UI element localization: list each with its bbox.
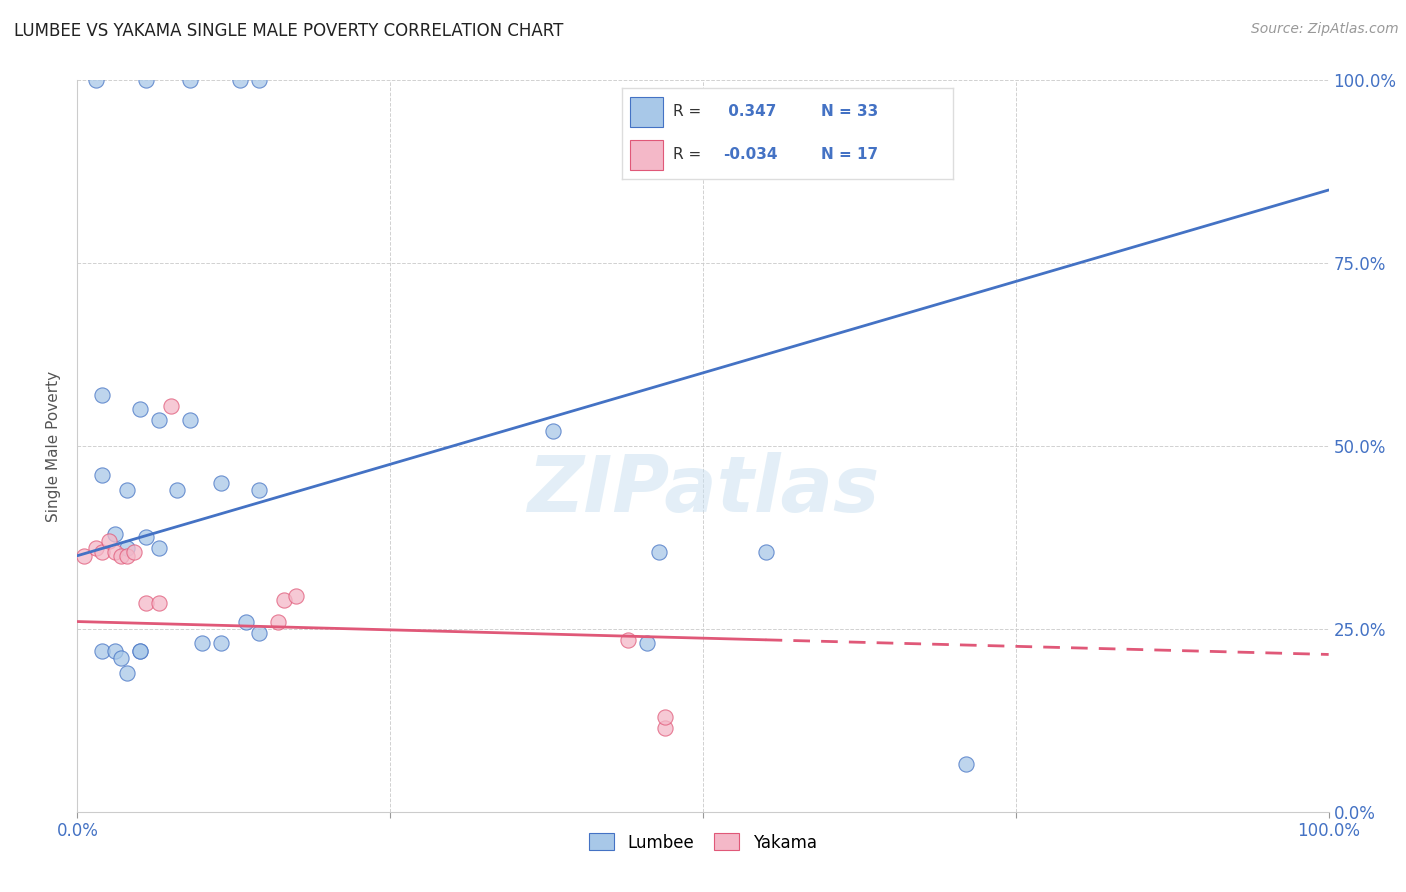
Point: [91, 388, 114, 402]
Point: [247, 625, 270, 640]
Point: [117, 483, 139, 497]
Point: [160, 399, 183, 413]
Point: [110, 549, 132, 563]
Point: [84, 73, 107, 87]
Point: [654, 721, 676, 735]
Point: [129, 402, 152, 417]
Point: [636, 636, 658, 650]
Point: [91, 468, 114, 483]
Point: [209, 475, 232, 490]
Point: [617, 632, 640, 647]
Point: [91, 545, 114, 559]
Point: [122, 545, 145, 559]
Point: [266, 615, 288, 629]
Point: [191, 636, 214, 650]
Point: [135, 530, 157, 544]
Point: [247, 73, 270, 87]
Point: [135, 73, 157, 87]
Point: [166, 483, 188, 497]
Text: LUMBEE VS YAKAMA SINGLE MALE POVERTY CORRELATION CHART: LUMBEE VS YAKAMA SINGLE MALE POVERTY COR…: [14, 22, 564, 40]
Y-axis label: Single Male Poverty: Single Male Poverty: [46, 370, 62, 522]
Point: [755, 545, 778, 559]
Point: [104, 526, 127, 541]
Point: [179, 413, 201, 427]
Legend: Lumbee, Yakama: Lumbee, Yakama: [582, 827, 824, 858]
Point: [84, 541, 107, 556]
Point: [104, 644, 127, 658]
Point: [273, 592, 295, 607]
Point: [129, 644, 152, 658]
Point: [72, 549, 94, 563]
Point: [117, 541, 139, 556]
Point: [148, 413, 170, 427]
Point: [648, 545, 671, 559]
Point: [148, 596, 170, 610]
Point: [179, 73, 201, 87]
Point: [235, 615, 257, 629]
Point: [110, 651, 132, 665]
Point: [117, 549, 139, 563]
Text: ZIPatlas: ZIPatlas: [527, 452, 879, 528]
Point: [209, 636, 232, 650]
Point: [955, 757, 977, 772]
Point: [91, 644, 114, 658]
Point: [285, 589, 308, 603]
Point: [135, 596, 157, 610]
Text: Source: ZipAtlas.com: Source: ZipAtlas.com: [1251, 22, 1399, 37]
Point: [117, 665, 139, 680]
Point: [97, 534, 120, 549]
Point: [229, 73, 252, 87]
Point: [129, 644, 152, 658]
Point: [541, 425, 564, 439]
Point: [247, 483, 270, 497]
Point: [654, 709, 676, 723]
Point: [104, 545, 127, 559]
Point: [148, 541, 170, 556]
